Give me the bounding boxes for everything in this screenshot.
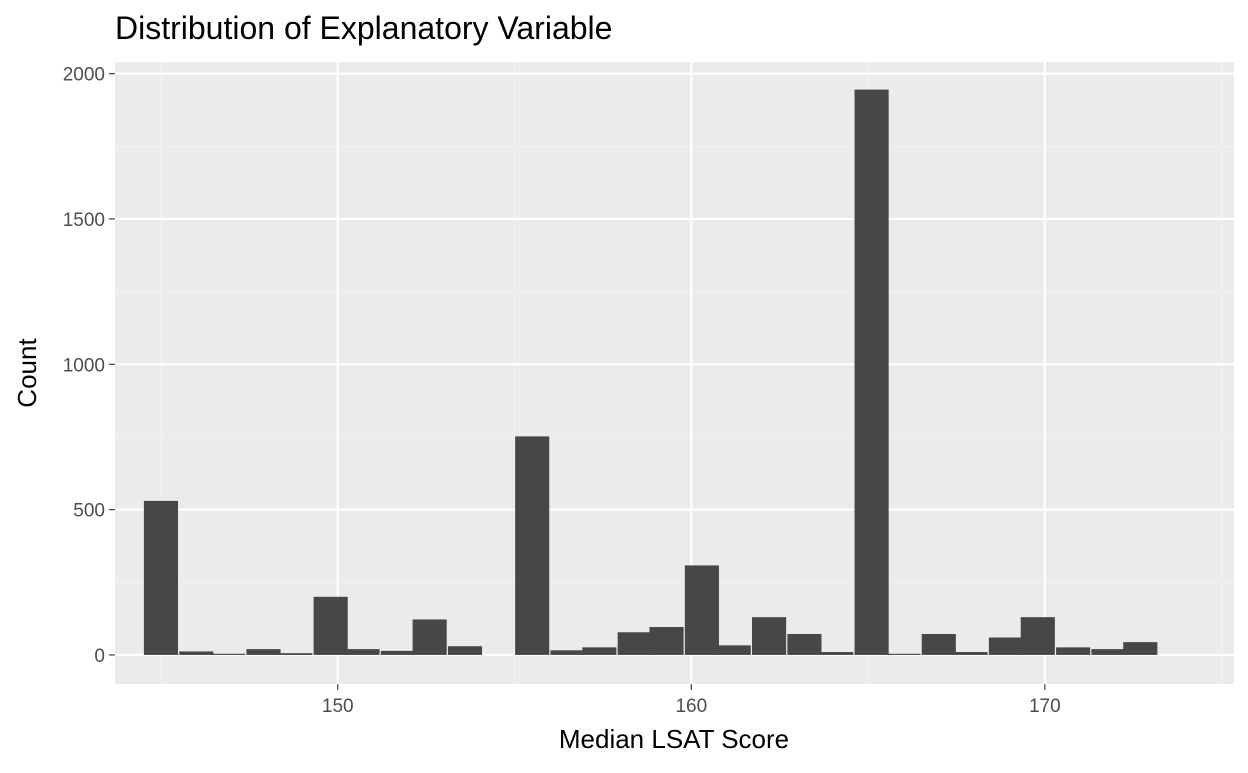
x-axis-title: Median LSAT Score [559, 724, 789, 754]
histogram-bar [1020, 617, 1055, 655]
histogram-bar [988, 637, 1024, 655]
x-tick-label: 160 [675, 696, 707, 717]
y-tick-label: 1000 [63, 355, 105, 376]
histogram-bar [582, 647, 617, 655]
histogram-bar [1123, 642, 1158, 655]
histogram-bar [278, 653, 313, 655]
plot-panel [115, 62, 1234, 684]
histogram-bar [1056, 647, 1091, 655]
histogram-bar [345, 649, 380, 655]
x-tick-label: 150 [322, 696, 354, 717]
x-tick-label: 170 [1029, 696, 1061, 717]
y-tick-label: 1500 [63, 210, 105, 231]
histogram-bar [515, 436, 550, 655]
histogram-bar [380, 650, 415, 655]
histogram-bar [854, 89, 889, 655]
y-axis-title: Count [12, 338, 42, 408]
histogram-bar [886, 653, 921, 655]
histogram-bar [819, 652, 854, 655]
histogram-bar [617, 632, 652, 655]
histogram-bars [143, 89, 1158, 655]
histogram-bar [1091, 649, 1126, 655]
x-axis: 150 160 170 [322, 684, 1061, 717]
y-tick-label: 0 [94, 646, 105, 667]
histogram-bar [649, 627, 684, 655]
histogram-bar [246, 649, 281, 655]
histogram-bar [143, 500, 179, 655]
histogram-bar [211, 653, 246, 655]
histogram-bar [313, 596, 348, 655]
histogram-bar [684, 565, 719, 655]
histogram-bar [550, 650, 585, 655]
histogram-bar [447, 646, 483, 655]
y-axis: 0 500 1000 1500 2000 [63, 65, 115, 667]
chart-title: Distribution of Explanatory Variable [115, 10, 612, 46]
histogram-bar [787, 634, 822, 655]
histogram-bar [716, 645, 751, 655]
histogram-bar [412, 619, 447, 655]
y-tick-label: 500 [73, 501, 105, 522]
histogram-bar [953, 652, 988, 655]
histogram-bar [179, 651, 214, 655]
histogram-bar [752, 617, 787, 655]
histogram-bar [921, 634, 956, 655]
y-tick-label: 2000 [63, 65, 105, 86]
